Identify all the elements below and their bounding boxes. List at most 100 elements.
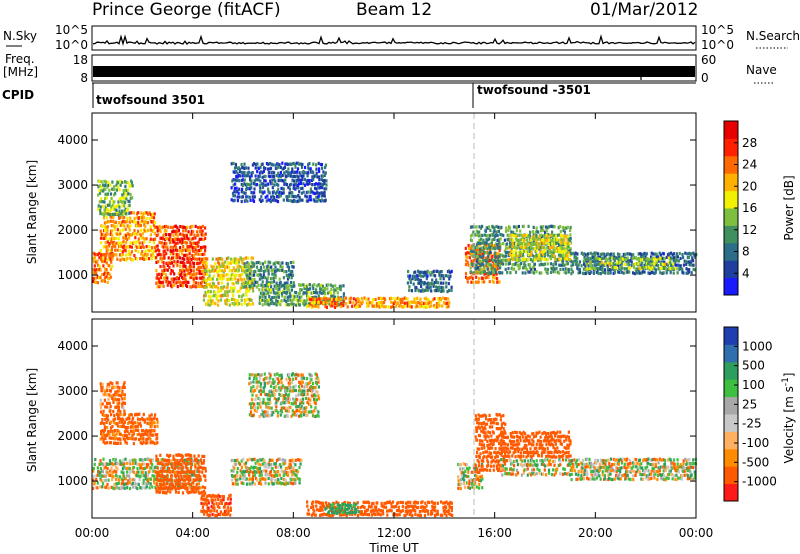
data-cell (440, 285, 443, 290)
data-cell (541, 262, 544, 267)
data-cell (250, 298, 253, 302)
data-cell (309, 298, 312, 302)
data-cell (309, 198, 313, 202)
data-cell (115, 398, 118, 402)
data-cell (207, 508, 210, 512)
data-cell (246, 297, 249, 301)
data-cell (622, 271, 625, 275)
data-cell (536, 241, 539, 246)
data-cell (422, 301, 426, 305)
data-cell (175, 252, 178, 256)
data-cell (214, 513, 217, 518)
data-cell (237, 278, 240, 282)
data-cell (131, 434, 134, 438)
data-cell (208, 285, 212, 289)
data-cell (130, 181, 134, 185)
data-cell (583, 258, 586, 262)
data-cell (133, 240, 136, 244)
data-cell (115, 441, 118, 445)
data-cell (249, 198, 252, 202)
velocity-plot-area (92, 319, 696, 518)
data-cell (421, 304, 424, 308)
data-cell (320, 297, 323, 301)
data-cell (589, 265, 592, 269)
data-cell (128, 474, 131, 478)
data-cell (235, 186, 238, 190)
data-cell (512, 238, 515, 242)
colorbar-tick-label: 24 (742, 158, 757, 172)
data-cell (300, 283, 303, 287)
data-cell (173, 479, 176, 483)
data-cell (122, 192, 126, 196)
data-cell (140, 474, 143, 478)
data-cell (128, 200, 131, 204)
data-cell (612, 252, 615, 256)
data-cell (119, 424, 122, 428)
data-cell (108, 421, 111, 425)
data-cell (128, 413, 131, 417)
data-cell (569, 233, 572, 237)
data-cell (503, 258, 506, 262)
data-cell (606, 264, 609, 268)
data-cell (155, 441, 158, 446)
data-cell (204, 249, 207, 253)
data-cell (245, 298, 248, 302)
data-cell (584, 264, 587, 268)
data-cell (524, 245, 527, 249)
data-cell (562, 237, 565, 241)
data-cell (235, 165, 238, 169)
data-cell (187, 461, 190, 466)
data-cell (114, 191, 117, 196)
data-cell (331, 300, 334, 304)
data-cell (569, 253, 572, 257)
data-cell (114, 212, 117, 216)
data-cell (331, 297, 334, 301)
data-cell (198, 269, 201, 273)
data-cell (282, 187, 285, 191)
data-cell (153, 421, 156, 425)
data-cell (494, 267, 497, 272)
data-cell (213, 506, 216, 510)
colorbar-swatch (724, 208, 738, 226)
data-cell (122, 422, 125, 426)
data-cell (653, 261, 656, 265)
data-cell (560, 238, 564, 242)
data-cell (496, 233, 499, 238)
data-cell (160, 462, 163, 466)
data-cell (317, 194, 320, 198)
data-cell (423, 281, 426, 285)
data-cell (111, 474, 114, 478)
data-cell (115, 393, 118, 397)
data-cell (202, 461, 205, 465)
data-cell (690, 271, 693, 275)
data-cell (277, 171, 280, 175)
data-cell (250, 284, 253, 288)
data-cell (140, 211, 143, 215)
data-cell (259, 179, 262, 183)
data-cell (215, 297, 218, 301)
data-cell (200, 501, 203, 505)
data-cell (651, 266, 654, 270)
data-cell (426, 269, 429, 273)
data-cell (290, 299, 294, 303)
data-cell (349, 300, 352, 304)
data-cell (441, 296, 444, 300)
data-cell (109, 248, 112, 252)
data-cell (152, 223, 155, 227)
data-cell (165, 268, 168, 272)
data-cell (103, 228, 107, 232)
data-cell (602, 256, 605, 260)
data-cell (105, 405, 109, 409)
data-cell (111, 203, 114, 207)
data-cell (170, 237, 173, 242)
data-cell (143, 420, 146, 424)
data-cell (202, 257, 205, 261)
data-cell (109, 461, 112, 466)
data-cell (595, 256, 598, 260)
data-cell (107, 486, 110, 490)
data-cell (239, 462, 242, 466)
data-cell (226, 282, 229, 286)
data-cell (445, 281, 448, 285)
data-cell (174, 229, 177, 233)
data-cell (234, 482, 237, 486)
